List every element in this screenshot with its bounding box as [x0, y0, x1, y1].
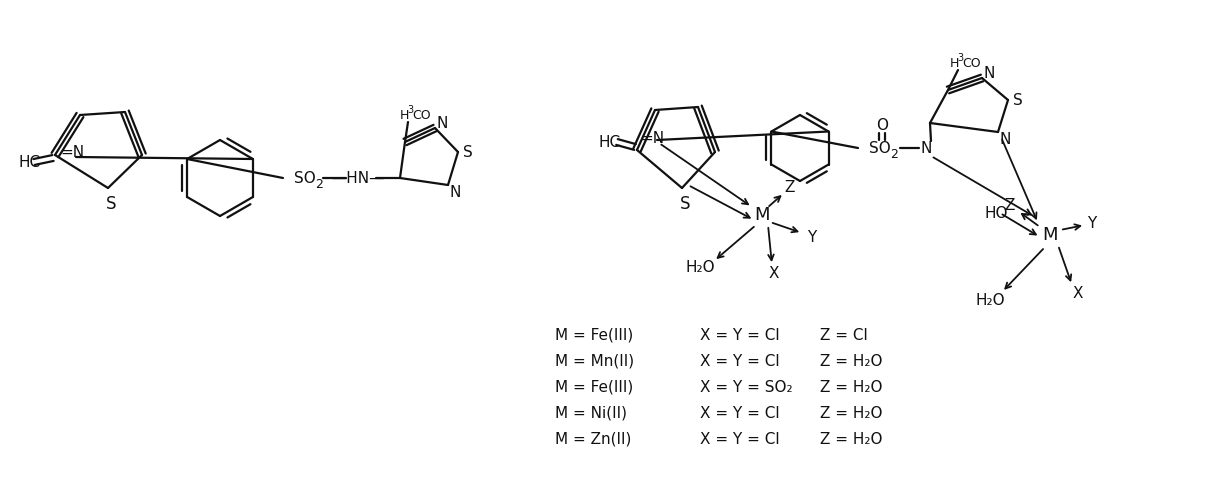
Text: CO: CO	[412, 109, 430, 122]
Text: HC: HC	[18, 154, 40, 169]
Text: M: M	[1042, 226, 1058, 244]
Text: H: H	[400, 109, 409, 122]
Text: N: N	[921, 140, 932, 155]
Text: N: N	[449, 184, 461, 200]
Text: Z = H₂O: Z = H₂O	[820, 431, 883, 447]
Text: =N: =N	[60, 144, 85, 159]
Text: Z = Cl: Z = Cl	[820, 328, 868, 343]
Text: M = Fe(III): M = Fe(III)	[555, 328, 634, 343]
Text: Y: Y	[808, 230, 817, 245]
Text: Z = H₂O: Z = H₂O	[820, 379, 883, 394]
Text: S: S	[463, 144, 473, 159]
Text: S: S	[1013, 93, 1022, 108]
Text: H₂O: H₂O	[975, 292, 1005, 307]
Text: X: X	[1073, 285, 1084, 300]
Text: O: O	[877, 118, 888, 132]
Text: Z: Z	[785, 179, 796, 195]
Text: H: H	[950, 56, 960, 70]
Text: HO: HO	[984, 206, 1009, 221]
Text: Y: Y	[1087, 216, 1096, 231]
Text: Z = H₂O: Z = H₂O	[820, 354, 883, 369]
Text: 3: 3	[958, 53, 964, 63]
Text: M = Fe(III): M = Fe(III)	[555, 379, 634, 394]
Text: X = Y = Cl: X = Y = Cl	[700, 328, 780, 343]
Text: SO: SO	[869, 140, 891, 155]
Text: Z: Z	[1005, 198, 1015, 213]
Text: S: S	[679, 195, 690, 213]
Text: =N: =N	[640, 130, 664, 145]
Text: X: X	[769, 265, 780, 280]
Text: X = Y = SO₂: X = Y = SO₂	[700, 379, 793, 394]
Text: 2: 2	[890, 147, 897, 160]
Text: CO: CO	[962, 56, 981, 70]
Text: X = Y = Cl: X = Y = Cl	[700, 354, 780, 369]
Text: M = Ni(II): M = Ni(II)	[555, 405, 626, 420]
Text: X = Y = Cl: X = Y = Cl	[700, 431, 780, 447]
Text: SO: SO	[294, 170, 316, 185]
Text: S: S	[105, 195, 116, 213]
Text: M = Mn(II): M = Mn(II)	[555, 354, 634, 369]
Text: H₂O: H₂O	[685, 259, 715, 274]
Text: Z = H₂O: Z = H₂O	[820, 405, 883, 420]
Text: 2: 2	[315, 177, 322, 191]
Text: 3: 3	[407, 105, 413, 115]
Text: N: N	[436, 116, 447, 130]
Text: HC: HC	[598, 134, 620, 149]
Text: N: N	[983, 66, 994, 81]
Text: M = Zn(II): M = Zn(II)	[555, 431, 631, 447]
Text: —HN—: —HN—	[331, 170, 385, 185]
Text: N: N	[999, 131, 1010, 146]
Text: X = Y = Cl: X = Y = Cl	[700, 405, 780, 420]
Text: M: M	[754, 206, 770, 224]
